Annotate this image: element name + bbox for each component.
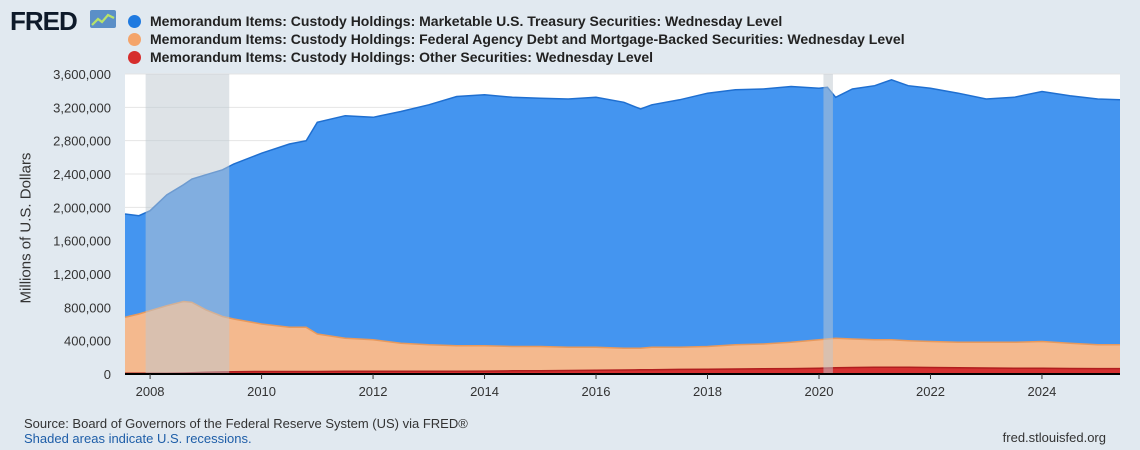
legend-item-treasury[interactable]: Memorandum Items: Custody Holdings: Mark… [128, 12, 905, 30]
y-tick-label: 2,000,000 [53, 200, 111, 215]
legend-label-treasury: Memorandum Items: Custody Holdings: Mark… [150, 13, 783, 29]
y-tick-label: 2,800,000 [53, 134, 111, 149]
recession-note[interactable]: Shaded areas indicate U.S. recessions. [24, 431, 252, 446]
series-area-0 [125, 79, 1120, 375]
y-tick-label: 3,200,000 [53, 100, 111, 115]
x-tick-label: 2012 [359, 384, 388, 399]
y-tick-label: 400,000 [64, 334, 111, 349]
y-tick-label: 3,600,000 [53, 67, 111, 82]
legend-item-agency-mbs[interactable]: Memorandum Items: Custody Holdings: Fede… [128, 30, 905, 48]
legend-dot-treasury [128, 14, 141, 28]
y-tick-label: 2,400,000 [53, 167, 111, 182]
x-tick-label: 2016 [582, 384, 611, 399]
y-tick-label: 1,200,000 [53, 267, 111, 282]
legend: Memorandum Items: Custody Holdings: Mark… [128, 12, 905, 66]
x-tick-label: 2024 [1027, 384, 1056, 399]
x-tick-label: 2020 [805, 384, 834, 399]
x-tick-label: 2018 [693, 384, 722, 399]
x-tick-label: 2010 [247, 384, 276, 399]
recession-shade-0 [145, 74, 230, 374]
line-chart-icon [90, 10, 116, 28]
x-tick-label: 2014 [470, 384, 499, 399]
y-tick-label: 1,600,000 [53, 234, 111, 249]
site-link[interactable]: fred.stlouisfed.org [1002, 430, 1106, 445]
legend-dot-other [128, 50, 141, 64]
source-text: Source: Board of Governors of the Federa… [24, 416, 468, 431]
fred-logo-text: FRED [10, 6, 78, 36]
series-area-1 [125, 301, 1120, 374]
legend-item-other[interactable]: Memorandum Items: Custody Holdings: Othe… [128, 48, 905, 66]
y-tick-label: 800,000 [64, 300, 111, 315]
footer-source: Source: Board of Governors of the Federa… [24, 416, 468, 446]
x-tick-label: 2008 [136, 384, 165, 399]
recession-shade-1 [823, 74, 833, 374]
legend-dot-agency-mbs [128, 32, 141, 46]
legend-label-agency-mbs: Memorandum Items: Custody Holdings: Fede… [150, 31, 905, 47]
legend-label-other: Memorandum Items: Custody Holdings: Othe… [150, 49, 654, 65]
y-tick-label: 0 [104, 367, 111, 382]
fred-logo[interactable]: FRED [10, 6, 78, 36]
x-tick-label: 2022 [916, 384, 945, 399]
